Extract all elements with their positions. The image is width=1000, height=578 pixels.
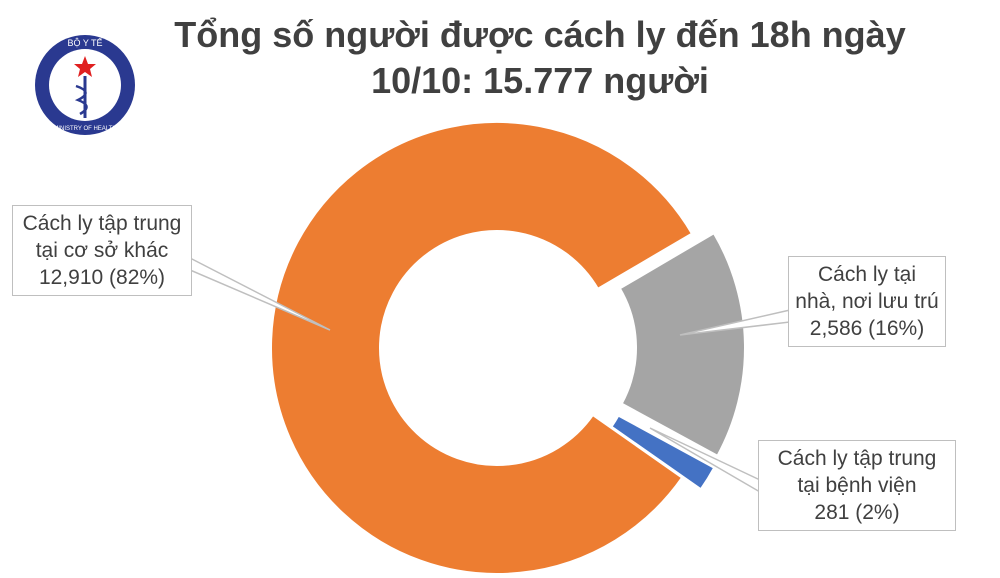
logo-star [74, 56, 96, 77]
logo-top: BỘ Y TẾ [67, 38, 102, 48]
label-box: Cách ly tập trung tại cơ sở khác 12,910 … [12, 205, 192, 296]
slice [270, 121, 694, 575]
slice-label: Cách ly tập trung tại bệnh viện [777, 447, 937, 497]
label-box: Cách ly tại nhà, nơi lưu trú 2,586 (16%) [788, 256, 946, 347]
slice-label: Cách ly tại nhà, nơi lưu trú [795, 263, 939, 313]
slice-label: Cách ly tập trung tại cơ sở khác [22, 212, 182, 262]
value-label: 281 (2%) [814, 501, 900, 524]
logo-bottom: MINISTRY OF HEALTH [53, 126, 116, 132]
label-box: Cách ly tập trung tại bệnh viện 281 (2%) [758, 440, 956, 531]
logo-snake [74, 84, 88, 116]
slice [618, 231, 746, 458]
value-label: 12,910 (82%) [38, 266, 166, 289]
slice [610, 414, 716, 491]
leaders [189, 256, 791, 494]
value-label: 2,586 (16%) [809, 317, 925, 340]
chart-title: Tổng số người được cách ly đến 18h ngày … [174, 14, 906, 101]
logo: BỘ Y TẾ MINISTRY OF HEALTH [35, 35, 135, 135]
